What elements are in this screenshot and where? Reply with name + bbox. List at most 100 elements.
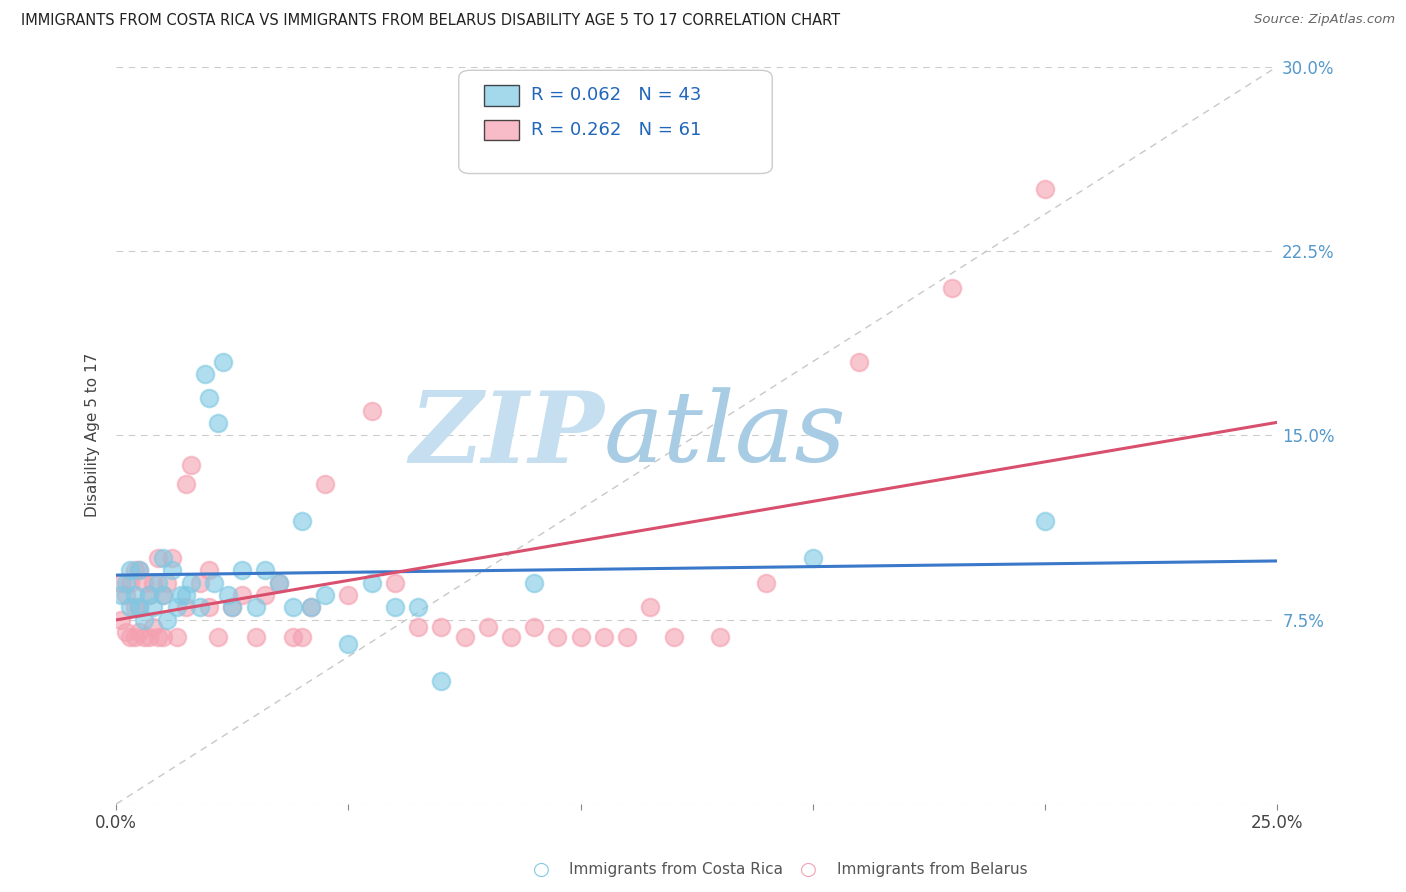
- Point: [120, 575, 142, 590]
- Point: [221, 600, 243, 615]
- Text: ○: ○: [800, 860, 817, 880]
- Point: [430, 620, 453, 634]
- Point: [281, 600, 304, 615]
- Point: [709, 630, 731, 644]
- Point: [291, 514, 314, 528]
- Point: [160, 551, 183, 566]
- Point: [314, 588, 336, 602]
- Text: atlas: atlas: [605, 388, 846, 483]
- Point: [174, 477, 197, 491]
- Point: [166, 630, 188, 644]
- Point: [406, 620, 429, 634]
- Point: [128, 564, 150, 578]
- Point: [160, 564, 183, 578]
- Point: [314, 477, 336, 491]
- Point: [384, 600, 406, 615]
- Point: [212, 354, 235, 368]
- Point: [156, 613, 179, 627]
- Point: [1033, 514, 1056, 528]
- Y-axis label: Disability Age 5 to 17: Disability Age 5 to 17: [86, 353, 100, 517]
- Point: [110, 575, 132, 590]
- Point: [593, 630, 616, 644]
- Point: [152, 588, 174, 602]
- Point: [152, 551, 174, 566]
- Point: [1033, 182, 1056, 196]
- Point: [221, 600, 243, 615]
- Point: [134, 575, 156, 590]
- Point: [253, 588, 276, 602]
- Point: [166, 600, 188, 615]
- Point: [801, 551, 824, 566]
- Point: [142, 620, 165, 634]
- Point: [546, 630, 568, 644]
- FancyBboxPatch shape: [484, 120, 519, 140]
- Text: ZIP: ZIP: [409, 387, 605, 483]
- Point: [245, 600, 267, 615]
- Point: [477, 620, 499, 634]
- Text: Immigrants from Costa Rica: Immigrants from Costa Rica: [569, 863, 783, 877]
- Point: [202, 575, 225, 590]
- Point: [180, 458, 202, 472]
- Point: [124, 588, 146, 602]
- Point: [198, 392, 221, 406]
- FancyBboxPatch shape: [458, 70, 772, 174]
- Point: [124, 600, 146, 615]
- Point: [188, 575, 211, 590]
- Text: IMMIGRANTS FROM COSTA RICA VS IMMIGRANTS FROM BELARUS DISABILITY AGE 5 TO 17 COR: IMMIGRANTS FROM COSTA RICA VS IMMIGRANTS…: [21, 13, 841, 29]
- Text: ○: ○: [533, 860, 550, 880]
- Point: [128, 600, 150, 615]
- FancyBboxPatch shape: [484, 85, 519, 105]
- Point: [253, 564, 276, 578]
- Point: [360, 403, 382, 417]
- Point: [193, 367, 215, 381]
- Point: [499, 630, 522, 644]
- Point: [146, 551, 169, 566]
- Point: [114, 575, 136, 590]
- Point: [188, 600, 211, 615]
- Point: [384, 575, 406, 590]
- Point: [231, 564, 253, 578]
- Point: [134, 630, 156, 644]
- Point: [291, 630, 314, 644]
- Point: [128, 600, 150, 615]
- Point: [146, 575, 169, 590]
- Point: [120, 630, 142, 644]
- Point: [453, 630, 475, 644]
- Point: [281, 630, 304, 644]
- Point: [299, 600, 322, 615]
- Point: [128, 564, 150, 578]
- Point: [523, 575, 546, 590]
- Point: [245, 630, 267, 644]
- Point: [124, 564, 146, 578]
- Point: [662, 630, 685, 644]
- Point: [569, 630, 592, 644]
- Text: Immigrants from Belarus: Immigrants from Belarus: [837, 863, 1028, 877]
- Point: [267, 575, 290, 590]
- Point: [120, 600, 142, 615]
- Point: [640, 600, 662, 615]
- Text: R = 0.262   N = 61: R = 0.262 N = 61: [530, 121, 702, 139]
- Point: [337, 588, 360, 602]
- Point: [120, 564, 142, 578]
- Point: [114, 624, 136, 639]
- Point: [142, 575, 165, 590]
- Point: [152, 630, 174, 644]
- Point: [217, 588, 239, 602]
- Point: [616, 630, 638, 644]
- Point: [138, 588, 160, 602]
- Point: [146, 630, 169, 644]
- Point: [231, 588, 253, 602]
- Point: [152, 588, 174, 602]
- Point: [180, 575, 202, 590]
- Point: [134, 613, 156, 627]
- Point: [941, 281, 963, 295]
- Point: [207, 630, 229, 644]
- Point: [755, 575, 778, 590]
- Point: [337, 637, 360, 651]
- Point: [110, 613, 132, 627]
- Point: [124, 630, 146, 644]
- Point: [360, 575, 382, 590]
- Point: [114, 588, 136, 602]
- Point: [523, 620, 546, 634]
- Point: [174, 600, 197, 615]
